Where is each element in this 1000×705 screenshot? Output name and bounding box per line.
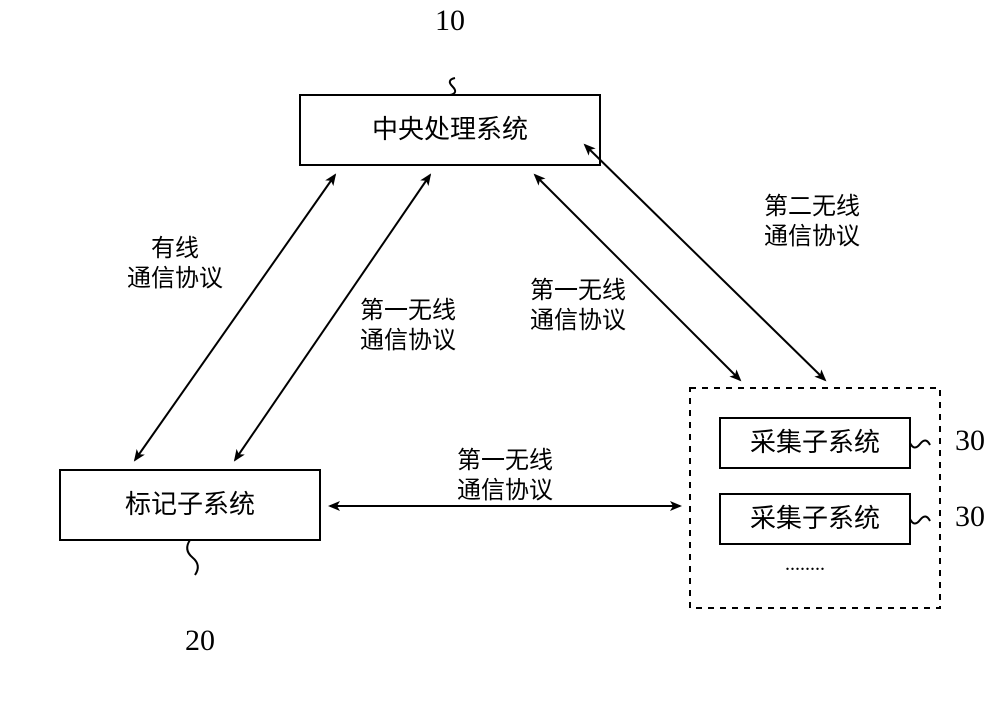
ref-leader-r10 <box>450 78 455 95</box>
arrow-label-a3: 第一无线通信协议 <box>530 277 626 334</box>
ref-num-r20: 20 <box>185 624 215 657</box>
ref-num-r10: 10 <box>435 4 465 37</box>
arrow-a1 <box>135 175 335 460</box>
box-label-central: 中央处理系统 <box>372 115 528 144</box>
arrow-label-a2: 第一无线通信协议 <box>360 297 456 354</box>
arrow-label-a5: 第一无线通信协议 <box>457 447 553 504</box>
ellipsis: ........ <box>785 553 825 575</box>
ref-num-r30a: 30 <box>955 424 985 457</box>
arrow-label-a1: 有线通信协议 <box>127 235 223 292</box>
ref-leader-r30b <box>910 517 930 524</box>
system-diagram: 中央处理系统标记子系统采集子系统采集子系统........有线通信协议第一无线通… <box>0 0 1000 705</box>
box-label-mark: 标记子系统 <box>125 490 255 519</box>
arrow-label-a4: 第二无线通信协议 <box>764 193 860 250</box>
box-label-collect1: 采集子系统 <box>750 428 880 457</box>
box-label-collect2: 采集子系统 <box>750 504 880 533</box>
ref-num-r30b: 30 <box>955 500 985 533</box>
ref-leader-r30a <box>910 441 930 448</box>
ref-leader-r20 <box>187 540 198 575</box>
